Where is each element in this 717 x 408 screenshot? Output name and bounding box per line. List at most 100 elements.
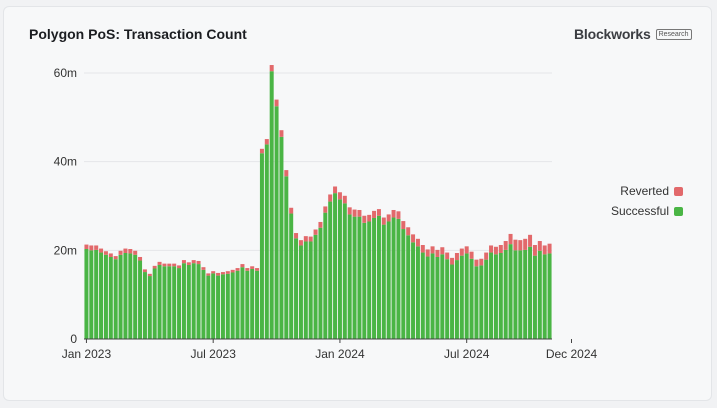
bar-successful <box>406 235 411 339</box>
bar-successful <box>240 267 245 339</box>
bar-successful <box>523 249 528 339</box>
bar-successful <box>162 266 167 339</box>
bar-successful <box>181 263 186 339</box>
bar-successful <box>313 234 318 339</box>
y-tick-label: 20m <box>54 243 77 257</box>
bar-successful <box>508 244 513 339</box>
bar-successful <box>464 253 469 339</box>
legend: Reverted Successful <box>611 181 683 221</box>
bar-reverted <box>89 245 94 251</box>
bar-reverted <box>118 250 123 255</box>
bar-reverted <box>440 247 445 255</box>
bar-reverted <box>406 227 411 236</box>
bar-successful <box>445 259 450 339</box>
bar-successful <box>342 203 347 339</box>
bar-successful <box>450 264 455 339</box>
axis-layer: 0 20m 40m 60m Jan 2023 Jul 2023 Jan 2024 Jul 20… <box>54 66 598 361</box>
bar-reverted <box>167 263 172 267</box>
bar-successful <box>142 272 147 339</box>
bar-reverted <box>255 268 260 271</box>
bar-reverted <box>454 252 459 261</box>
bar-reverted <box>186 262 191 265</box>
bar-reverted <box>469 251 474 259</box>
bar-reverted <box>274 99 279 107</box>
bar-reverted <box>318 221 323 228</box>
legend-label-reverted: Reverted <box>620 184 669 198</box>
bar-successful <box>440 254 445 339</box>
bar-successful <box>289 213 294 339</box>
bar-successful <box>328 201 333 339</box>
bar-successful <box>147 276 152 339</box>
x-tick-label: Jan 2023 <box>62 347 112 361</box>
bar-reverted <box>489 245 494 253</box>
bar-reverted <box>113 256 118 260</box>
y-tick-label: 0 <box>70 332 77 346</box>
bar-reverted <box>177 265 182 269</box>
legend-label-successful: Successful <box>610 204 669 218</box>
legend-item-successful[interactable]: Successful <box>611 201 683 221</box>
bar-reverted <box>152 265 157 269</box>
bar-reverted <box>435 249 440 257</box>
bar-reverted <box>108 253 113 257</box>
bar-successful <box>235 270 240 339</box>
bar-reverted <box>172 263 177 267</box>
bar-reverted <box>264 139 269 145</box>
bar-reverted <box>386 214 391 222</box>
bar-successful <box>206 275 211 339</box>
bar-reverted <box>376 209 381 216</box>
bar-reverted <box>357 209 362 217</box>
bar-reverted <box>84 244 89 249</box>
legend-swatch-reverted <box>674 186 683 196</box>
bar-reverted <box>323 206 328 213</box>
bar-successful <box>401 229 406 339</box>
bar-successful <box>357 216 362 339</box>
x-tick-label: Jul 2024 <box>444 347 490 361</box>
bar-reverted <box>528 234 533 247</box>
bar-successful <box>230 272 235 339</box>
bar-reverted <box>162 263 167 267</box>
bar-successful <box>459 255 464 339</box>
bar-successful <box>454 260 459 339</box>
bar-successful <box>337 199 342 339</box>
legend-item-reverted[interactable]: Reverted <box>611 181 683 201</box>
bar-successful <box>503 249 508 339</box>
bar-reverted <box>235 268 240 271</box>
bar-successful <box>333 193 338 339</box>
bar-successful <box>216 275 221 339</box>
bar-successful <box>284 176 289 339</box>
bar-successful <box>376 215 381 339</box>
bar-successful <box>381 224 386 339</box>
bar-reverted <box>230 269 235 273</box>
bar-reverted <box>142 269 147 273</box>
bar-successful <box>372 217 377 339</box>
bar-successful <box>172 266 177 339</box>
bar-successful <box>84 249 89 339</box>
bar-successful <box>498 252 503 339</box>
bar-successful <box>303 241 308 339</box>
bar-successful <box>113 259 118 339</box>
x-tick-label: Jul 2023 <box>191 347 237 361</box>
bar-successful <box>430 253 435 339</box>
bar-successful <box>318 227 323 339</box>
bar-reverted <box>425 249 430 257</box>
x-tick-label: Dec 2024 <box>546 347 598 361</box>
bar-successful <box>196 264 201 339</box>
bar-successful <box>347 214 352 339</box>
bar-reverted <box>308 236 313 242</box>
bar-successful <box>542 254 547 339</box>
bar-successful <box>547 253 552 339</box>
bar-successful <box>352 216 357 339</box>
bar-successful <box>157 264 162 339</box>
bar-reverted <box>518 240 523 251</box>
bar-successful <box>123 252 128 339</box>
bar-reverted <box>191 260 196 264</box>
bar-reverted <box>445 252 450 260</box>
bar-successful <box>391 217 396 339</box>
bar-successful <box>99 252 104 339</box>
bar-reverted <box>337 192 342 200</box>
bar-reverted <box>464 246 469 254</box>
bar-reverted <box>211 271 216 274</box>
bar-reverted <box>250 266 255 269</box>
bar-reverted <box>245 268 250 271</box>
bar-reverted <box>537 241 542 251</box>
